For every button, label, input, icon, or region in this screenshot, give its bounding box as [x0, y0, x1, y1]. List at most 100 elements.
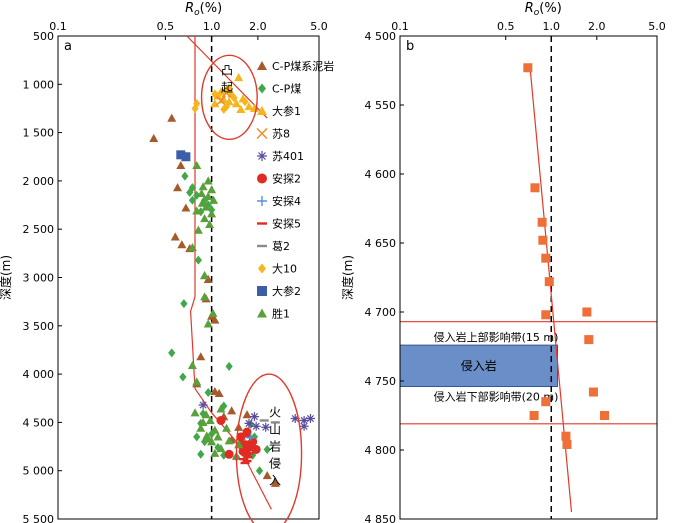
data-point	[541, 253, 551, 263]
data-point	[149, 133, 159, 142]
series-8	[259, 419, 280, 424]
x-axis-label: Ro(%)	[185, 1, 222, 18]
data-point	[190, 408, 200, 417]
data-point	[222, 423, 232, 432]
intrusion-box	[399, 344, 559, 388]
data-point	[227, 406, 237, 415]
data-point	[244, 418, 254, 428]
data-point	[244, 102, 254, 111]
data-point	[243, 455, 253, 459]
x-tick-label: 1.0	[543, 20, 561, 33]
data-point	[270, 421, 280, 424]
data-point	[236, 432, 246, 442]
data-point	[196, 352, 206, 361]
data-point	[238, 446, 248, 449]
data-point	[224, 449, 234, 459]
data-point	[211, 89, 219, 99]
data-point	[187, 243, 197, 252]
y-tick-label: 2 500	[23, 223, 55, 236]
data-point	[170, 232, 180, 241]
legend-label: 安探4	[272, 194, 301, 208]
legend-marker	[257, 61, 267, 70]
data-point	[244, 448, 254, 451]
data-point	[176, 160, 186, 170]
data-point	[214, 388, 224, 398]
annotation-text: 火	[269, 406, 281, 420]
data-point	[562, 439, 572, 449]
data-point	[234, 73, 244, 82]
x-tick-label: 5.0	[648, 20, 666, 33]
data-point	[186, 187, 194, 197]
data-point	[262, 471, 272, 480]
data-point	[210, 448, 220, 457]
panel-label: b	[406, 39, 414, 54]
data-point	[236, 104, 246, 114]
data-point	[204, 387, 212, 397]
data-point	[209, 195, 219, 204]
x-axis-label: Ro(%)	[525, 1, 562, 18]
data-point	[216, 404, 226, 413]
data-point	[242, 459, 252, 463]
data-point	[537, 217, 547, 227]
x-tick-label: 1.0	[203, 20, 221, 33]
x-axis-label-tail: (%)	[200, 1, 223, 16]
annotation-ellipse	[200, 54, 258, 141]
data-point	[529, 411, 539, 420]
data-point	[192, 377, 202, 386]
y-tick-label: 4 550	[365, 99, 397, 112]
data-point	[167, 113, 177, 122]
data-point	[203, 176, 213, 185]
data-point	[168, 348, 176, 358]
data-point	[201, 410, 211, 419]
y-tick-label: 1 000	[23, 78, 55, 91]
annotation-text: 入	[269, 474, 281, 488]
data-point	[263, 444, 271, 454]
data-point	[241, 97, 249, 107]
data-point	[181, 203, 191, 212]
series-11	[187, 160, 244, 457]
data-point	[192, 160, 202, 170]
data-point	[173, 183, 183, 192]
x-axis-label-base: R	[185, 1, 194, 16]
annotation-ellipse	[235, 373, 303, 523]
x-tick-label: 0.1	[49, 20, 67, 33]
data-point	[207, 209, 217, 218]
data-point	[203, 191, 213, 200]
data-point	[220, 104, 228, 114]
data-point	[225, 361, 233, 371]
data-point	[544, 277, 554, 287]
data-point	[200, 214, 210, 223]
legend-label: C-P煤系泥岩	[272, 59, 334, 73]
plot-frame	[399, 35, 658, 520]
y-tick-label: 5 500	[23, 513, 55, 523]
data-point	[197, 449, 205, 459]
data-point	[242, 440, 252, 443]
data-point	[290, 414, 300, 424]
series-squares	[523, 63, 610, 449]
legend-label: 大参1	[272, 104, 301, 118]
data-point	[561, 431, 571, 441]
data-point	[224, 436, 234, 445]
data-point	[197, 198, 207, 207]
x-axis-label-sub: o	[534, 8, 540, 18]
data-point	[201, 202, 211, 211]
legend-label: 大10	[272, 262, 297, 276]
annotation-text: 侵	[269, 456, 281, 471]
legend-marker	[257, 196, 267, 206]
data-point	[198, 182, 208, 191]
data-point	[270, 478, 280, 487]
legend-marker	[258, 263, 266, 274]
data-point	[181, 152, 191, 162]
zone-label: 侵入岩上部影响带(15 m)	[434, 330, 559, 344]
legend-marker	[257, 244, 267, 248]
legend-label: 大参2	[272, 284, 301, 298]
data-point	[213, 432, 223, 441]
y-tick-label: 4 700	[365, 306, 397, 319]
y-tick-label: 4 850	[365, 513, 397, 523]
legend-label: 苏8	[272, 128, 290, 141]
series-1	[168, 171, 271, 476]
data-point	[242, 444, 252, 447]
data-point	[193, 190, 201, 200]
legend-marker	[258, 83, 266, 94]
